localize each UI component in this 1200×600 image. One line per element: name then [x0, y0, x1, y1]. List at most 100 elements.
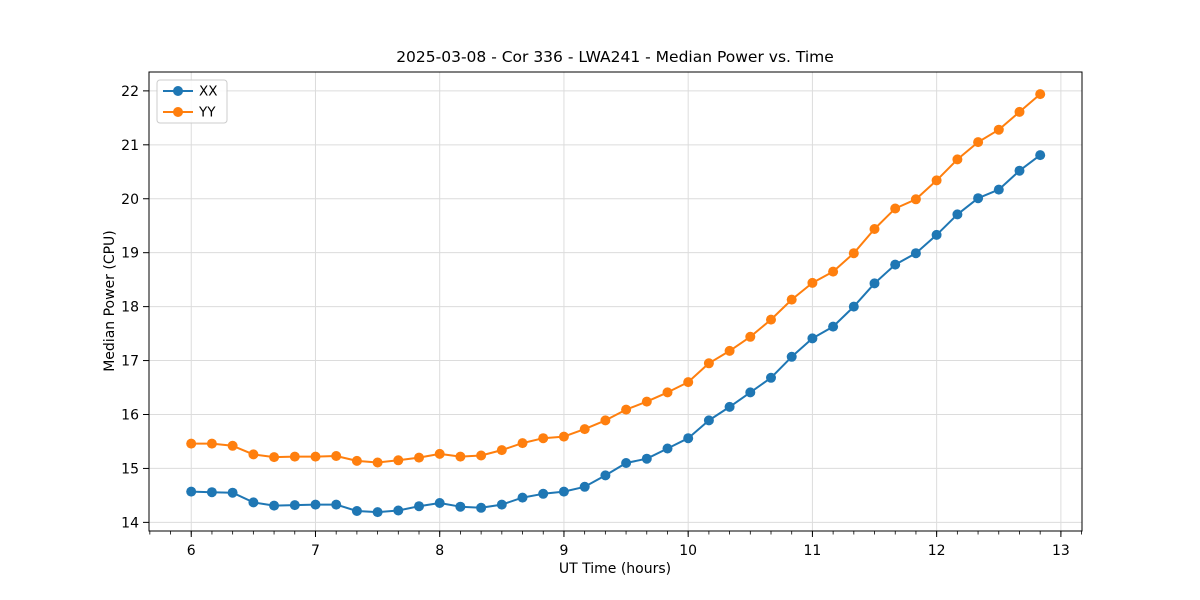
series-XX-point [1014, 165, 1025, 176]
series-YY-point [476, 450, 487, 461]
series-XX-point [1035, 150, 1046, 161]
series-XX-point [558, 486, 569, 497]
series-YY-point [1035, 89, 1046, 100]
series-XX-point [993, 184, 1004, 195]
x-tick-label: 12 [928, 543, 946, 559]
series-YY-point [724, 345, 735, 356]
x-tick-label: 11 [803, 543, 821, 559]
y-tick-label: 14 [121, 515, 139, 531]
y-tick-label: 20 [121, 192, 139, 208]
series-YY-point [206, 438, 217, 449]
x-tick-label: 10 [679, 543, 697, 559]
series-YY-point [641, 396, 652, 407]
series-YY-point [890, 203, 901, 214]
series-XX-point [848, 301, 859, 312]
series-YY-point [248, 449, 259, 460]
series-XX-point [952, 209, 963, 220]
series-XX-point [517, 492, 528, 503]
series-YY-point [786, 294, 797, 305]
x-axis: 6 7 8 9 10 11 12 13 [149, 531, 1082, 559]
series-XX-point [206, 487, 217, 498]
series-XX-point [496, 499, 507, 510]
x-tick-label: 7 [311, 543, 320, 559]
legend-label-YY: YY [198, 105, 216, 121]
series-YY-point [351, 455, 362, 466]
series-XX-point [393, 505, 404, 516]
series-XX-point [310, 499, 321, 510]
x-tick-label: 13 [1052, 543, 1070, 559]
series-XX-point [641, 453, 652, 464]
series-XX-point [372, 507, 383, 518]
series-XX-point [289, 500, 300, 511]
series-XX-point [538, 488, 549, 499]
y-tick-label: 16 [121, 407, 139, 423]
series-XX-point [807, 333, 818, 344]
y-tick-label: 21 [121, 138, 139, 154]
series-XX-point [683, 433, 694, 444]
series-YY-point [372, 457, 383, 468]
series-YY-point [310, 451, 321, 462]
series-YY-point [393, 455, 404, 466]
series-YY-point [434, 448, 445, 459]
series-YY-point [807, 277, 818, 288]
series-XX-point [973, 193, 984, 204]
series-YY-point [269, 452, 280, 463]
series-XX-point [455, 501, 466, 512]
series-YY-point [952, 154, 963, 165]
series-XX-point [351, 506, 362, 516]
series-XX-point [579, 481, 590, 492]
y-axis-label: Median Power (CPU) [102, 230, 118, 372]
y-tick-label: 22 [121, 84, 139, 100]
series-XX-point [434, 498, 445, 508]
series-YY-point [703, 358, 714, 369]
x-axis-label: UT Time (hours) [558, 561, 672, 577]
series-XX-point [828, 321, 839, 332]
series-XX-point [745, 387, 756, 398]
legend-sample-marker [173, 86, 183, 96]
plot-border [148, 71, 1083, 532]
series-YY-point [910, 194, 921, 205]
series-XX-point [600, 470, 611, 481]
series-XX-point [910, 248, 921, 259]
series-XX-point [621, 458, 632, 468]
series-XX-point [476, 502, 487, 513]
series-YY-point [496, 445, 507, 456]
series-XX [186, 150, 1046, 518]
series-YY-point [455, 451, 466, 462]
x-tick-label: 9 [559, 543, 568, 559]
series-XX-point [248, 497, 259, 508]
series-XX-point [724, 401, 735, 412]
series-YY-point [683, 377, 694, 388]
series-YY-point [828, 266, 839, 277]
legend-label-XX: XX [199, 84, 218, 100]
series-YY-point [186, 438, 197, 449]
series-YY [186, 89, 1046, 468]
series-XX-point [662, 443, 673, 454]
chart-title: 2025-03-08 - Cor 336 - LWA241 - Median P… [396, 48, 834, 66]
series-YY-point [621, 404, 632, 415]
series-YY-point [931, 175, 942, 186]
series-XX-point [414, 501, 424, 512]
series-XX-point [227, 487, 238, 498]
series-YY-point [848, 248, 859, 259]
series-YY-point [579, 424, 590, 435]
series-XX-point [703, 415, 714, 426]
series-YY-point [600, 415, 611, 426]
series-XX-point [186, 486, 197, 497]
series-YY-point [414, 452, 424, 463]
series-YY-point [993, 124, 1004, 135]
x-tick-label: 6 [187, 543, 196, 559]
series-YY-point [331, 451, 342, 461]
series-YY-point [766, 314, 776, 325]
series-YY-point [662, 387, 673, 398]
y-axis: 14 15 16 17 18 19 20 21 22 [121, 84, 149, 531]
legend: XX YY [156, 79, 228, 124]
series-YY-point [517, 438, 528, 449]
series-XX-point [890, 259, 901, 270]
series-XX-point [786, 351, 797, 362]
series-XX-point [931, 229, 942, 240]
series-XX-point [869, 278, 880, 289]
series-YY-point [289, 451, 300, 462]
series-YY-line [190, 93, 1042, 464]
